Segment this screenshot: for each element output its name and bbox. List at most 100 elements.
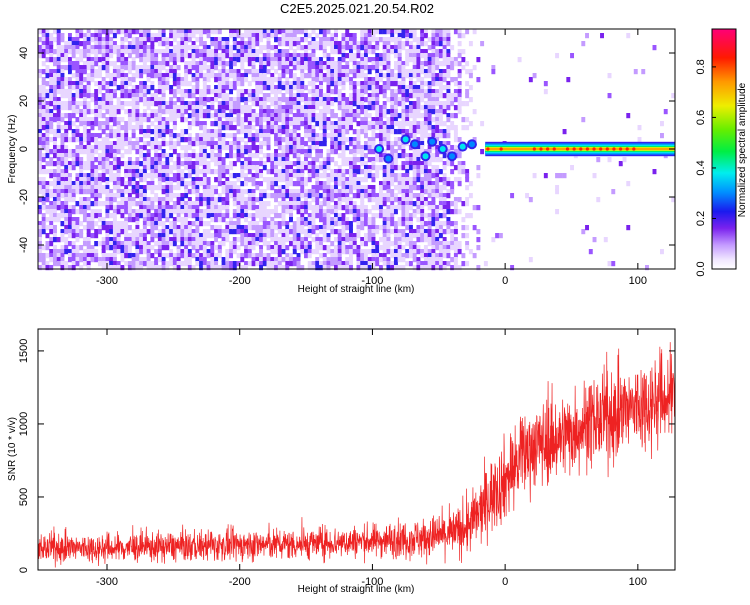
spectrogram-cell — [210, 157, 215, 163]
spectrogram-cell — [112, 177, 117, 183]
spectrogram-cell — [45, 93, 50, 99]
spectrogram-cell — [206, 33, 211, 39]
spectrogram-cell — [281, 229, 286, 235]
spectrogram-cell — [435, 73, 440, 79]
spectrogram-cell — [315, 201, 320, 207]
spectrogram-cell — [41, 153, 46, 159]
spectrogram-cell — [337, 153, 342, 159]
spectrogram-cell — [38, 97, 42, 103]
spectrogram-cell — [49, 53, 54, 59]
spectrogram-cell — [60, 189, 65, 195]
spectrogram-cell — [52, 177, 57, 183]
spectrogram-cell — [127, 117, 132, 123]
spectrogram-cell — [52, 61, 57, 67]
spectrogram-cell — [191, 185, 196, 191]
spectrogram-cell — [307, 121, 312, 127]
spectrogram-cell — [210, 193, 215, 199]
spectrogram-cell — [221, 201, 226, 207]
spectrogram-cell — [412, 105, 417, 111]
spectrogram-cell — [135, 185, 140, 191]
spectrogram-cell — [300, 85, 305, 91]
spectrogram-cell — [345, 265, 350, 271]
spectrogram-cell — [274, 213, 278, 219]
spectrogram-cell — [240, 81, 245, 87]
spectrogram-cell — [319, 141, 323, 147]
spectrogram-cell — [94, 49, 99, 55]
spectrogram-cell — [367, 77, 372, 83]
spectrogram-cell — [45, 69, 50, 75]
spectrogram-cell — [232, 105, 237, 111]
spectrogram-cell — [79, 205, 84, 211]
spectrogram-cell — [408, 217, 413, 223]
spectrogram-cell — [86, 181, 91, 187]
spectrogram-cell — [322, 233, 327, 239]
spectrogram-cell — [165, 53, 170, 59]
spectrogram-cell — [341, 81, 346, 87]
spectrogram-cell — [56, 41, 61, 47]
spectrogram-cell — [97, 65, 102, 71]
spectrogram-cell — [45, 57, 50, 63]
spectrogram-cell — [345, 161, 350, 167]
spectrogram-cell — [371, 185, 376, 191]
spectrogram-cell — [352, 241, 357, 247]
spectrogram-cell — [240, 161, 245, 167]
spectrogram-cell — [255, 165, 260, 171]
spectrogram-cell — [120, 197, 125, 203]
spectrogram-cell — [206, 69, 211, 75]
spectrogram-cell — [146, 133, 151, 139]
spectrogram-cell — [146, 181, 151, 187]
spectrogram-cell — [363, 221, 368, 227]
spectrogram-cell — [214, 189, 219, 195]
spectrogram-cell — [217, 81, 222, 87]
spectrogram-cell — [150, 141, 155, 147]
spectrogram-cell — [60, 85, 65, 91]
spectrogram-cell — [307, 189, 312, 195]
spectrogram-cell — [371, 77, 376, 83]
spectrogram-cell — [300, 65, 305, 71]
spectrogram-cell — [195, 45, 200, 51]
spectrogram-cell — [38, 133, 42, 139]
spectrogram-cell — [371, 141, 376, 147]
spectrogram-cell — [206, 253, 211, 259]
spectrogram-cell — [124, 109, 129, 115]
spectrogram-cell — [277, 73, 282, 79]
spectrogram-cell — [184, 213, 189, 219]
spectrogram-cell — [341, 261, 346, 267]
spectrogram-cell — [431, 61, 436, 67]
spectrogram-cell — [71, 161, 76, 167]
spectrogram-cell — [255, 101, 260, 107]
spectrogram-cell — [277, 213, 282, 219]
spectrogram-cell — [56, 49, 61, 55]
spectrogram-cell — [292, 133, 297, 139]
spectrogram-cell — [165, 161, 170, 167]
spectrogram-cell — [289, 57, 293, 63]
spectrogram-cell — [360, 145, 365, 151]
spectrogram-cell — [176, 237, 181, 243]
spectrogram-cell — [371, 221, 376, 227]
spectrogram-cell — [304, 141, 308, 147]
spectrogram-cell — [349, 225, 353, 231]
spectrogram-cell — [199, 137, 204, 143]
spectrogram-cell — [191, 205, 196, 211]
spectrogram-cell — [315, 101, 320, 107]
spectrogram-cell — [277, 97, 282, 103]
spectrogram-cell — [67, 181, 72, 187]
spectrogram-cell — [349, 57, 353, 63]
spectrogram-cell — [202, 233, 207, 239]
spectrogram-cell — [49, 125, 54, 131]
spectrogram-cell — [199, 145, 204, 151]
spectrogram-cell — [154, 113, 159, 119]
spectrogram-cell — [240, 241, 245, 247]
spectrogram-cell — [270, 209, 275, 215]
spectrogram-cell — [150, 101, 155, 107]
spectrogram-cell — [259, 205, 264, 211]
spectrogram-cell — [71, 61, 76, 67]
spectrogram-cell — [371, 29, 376, 35]
spectrogram-cell — [270, 225, 275, 231]
spectrogram-cell — [259, 189, 264, 195]
spectrogram-cell — [326, 185, 331, 191]
spectrogram-cell — [423, 117, 428, 123]
spectrogram-cell — [345, 97, 350, 103]
spectrogram-cell — [131, 141, 136, 147]
spectrogram-cell — [405, 61, 410, 67]
